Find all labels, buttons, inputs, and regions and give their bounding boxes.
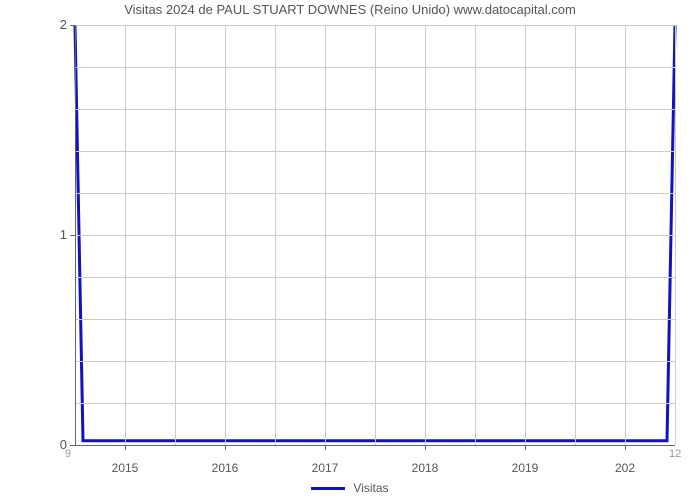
v-gridline: [175, 25, 176, 445]
y-tick-label: 1: [47, 227, 67, 242]
y-tick: [70, 445, 75, 446]
x-tick-label: 2019: [512, 461, 539, 475]
v-gridline: [425, 25, 426, 445]
chart-container: { "chart": { "type": "line", "title": "V…: [0, 0, 700, 500]
v-gridline: [475, 25, 476, 445]
v-gridline: [375, 25, 376, 445]
v-gridline: [125, 25, 126, 445]
x-tick-label: 2016: [212, 461, 239, 475]
v-gridline: [325, 25, 326, 445]
x-tick: [525, 445, 526, 450]
chart-title: Visitas 2024 de PAUL STUART DOWNES (Rein…: [0, 2, 700, 17]
legend: Visitas: [0, 481, 700, 495]
v-gridline: [275, 25, 276, 445]
x-tick-label: 2017: [312, 461, 339, 475]
legend-swatch: [311, 487, 345, 490]
v-gridline: [625, 25, 626, 445]
x-tick: [225, 445, 226, 450]
v-gridline: [675, 25, 676, 445]
left-axis: [75, 25, 76, 445]
x-tick-label: 2015: [112, 461, 139, 475]
y-tick-label: 2: [47, 17, 67, 32]
y-sub-label-bottom: 12: [669, 448, 681, 460]
legend-label: Visitas: [353, 481, 388, 495]
x-tick-label: 2018: [412, 461, 439, 475]
y-tick: [70, 235, 75, 236]
x-tick: [325, 445, 326, 450]
x-tick-label: 202: [615, 461, 635, 475]
v-gridline: [575, 25, 576, 445]
y-sub-label-top: 9: [51, 448, 71, 460]
x-tick: [125, 445, 126, 450]
v-gridline: [525, 25, 526, 445]
v-gridline: [225, 25, 226, 445]
x-tick: [625, 445, 626, 450]
y-tick: [70, 25, 75, 26]
bottom-axis: [75, 445, 675, 446]
x-tick: [425, 445, 426, 450]
